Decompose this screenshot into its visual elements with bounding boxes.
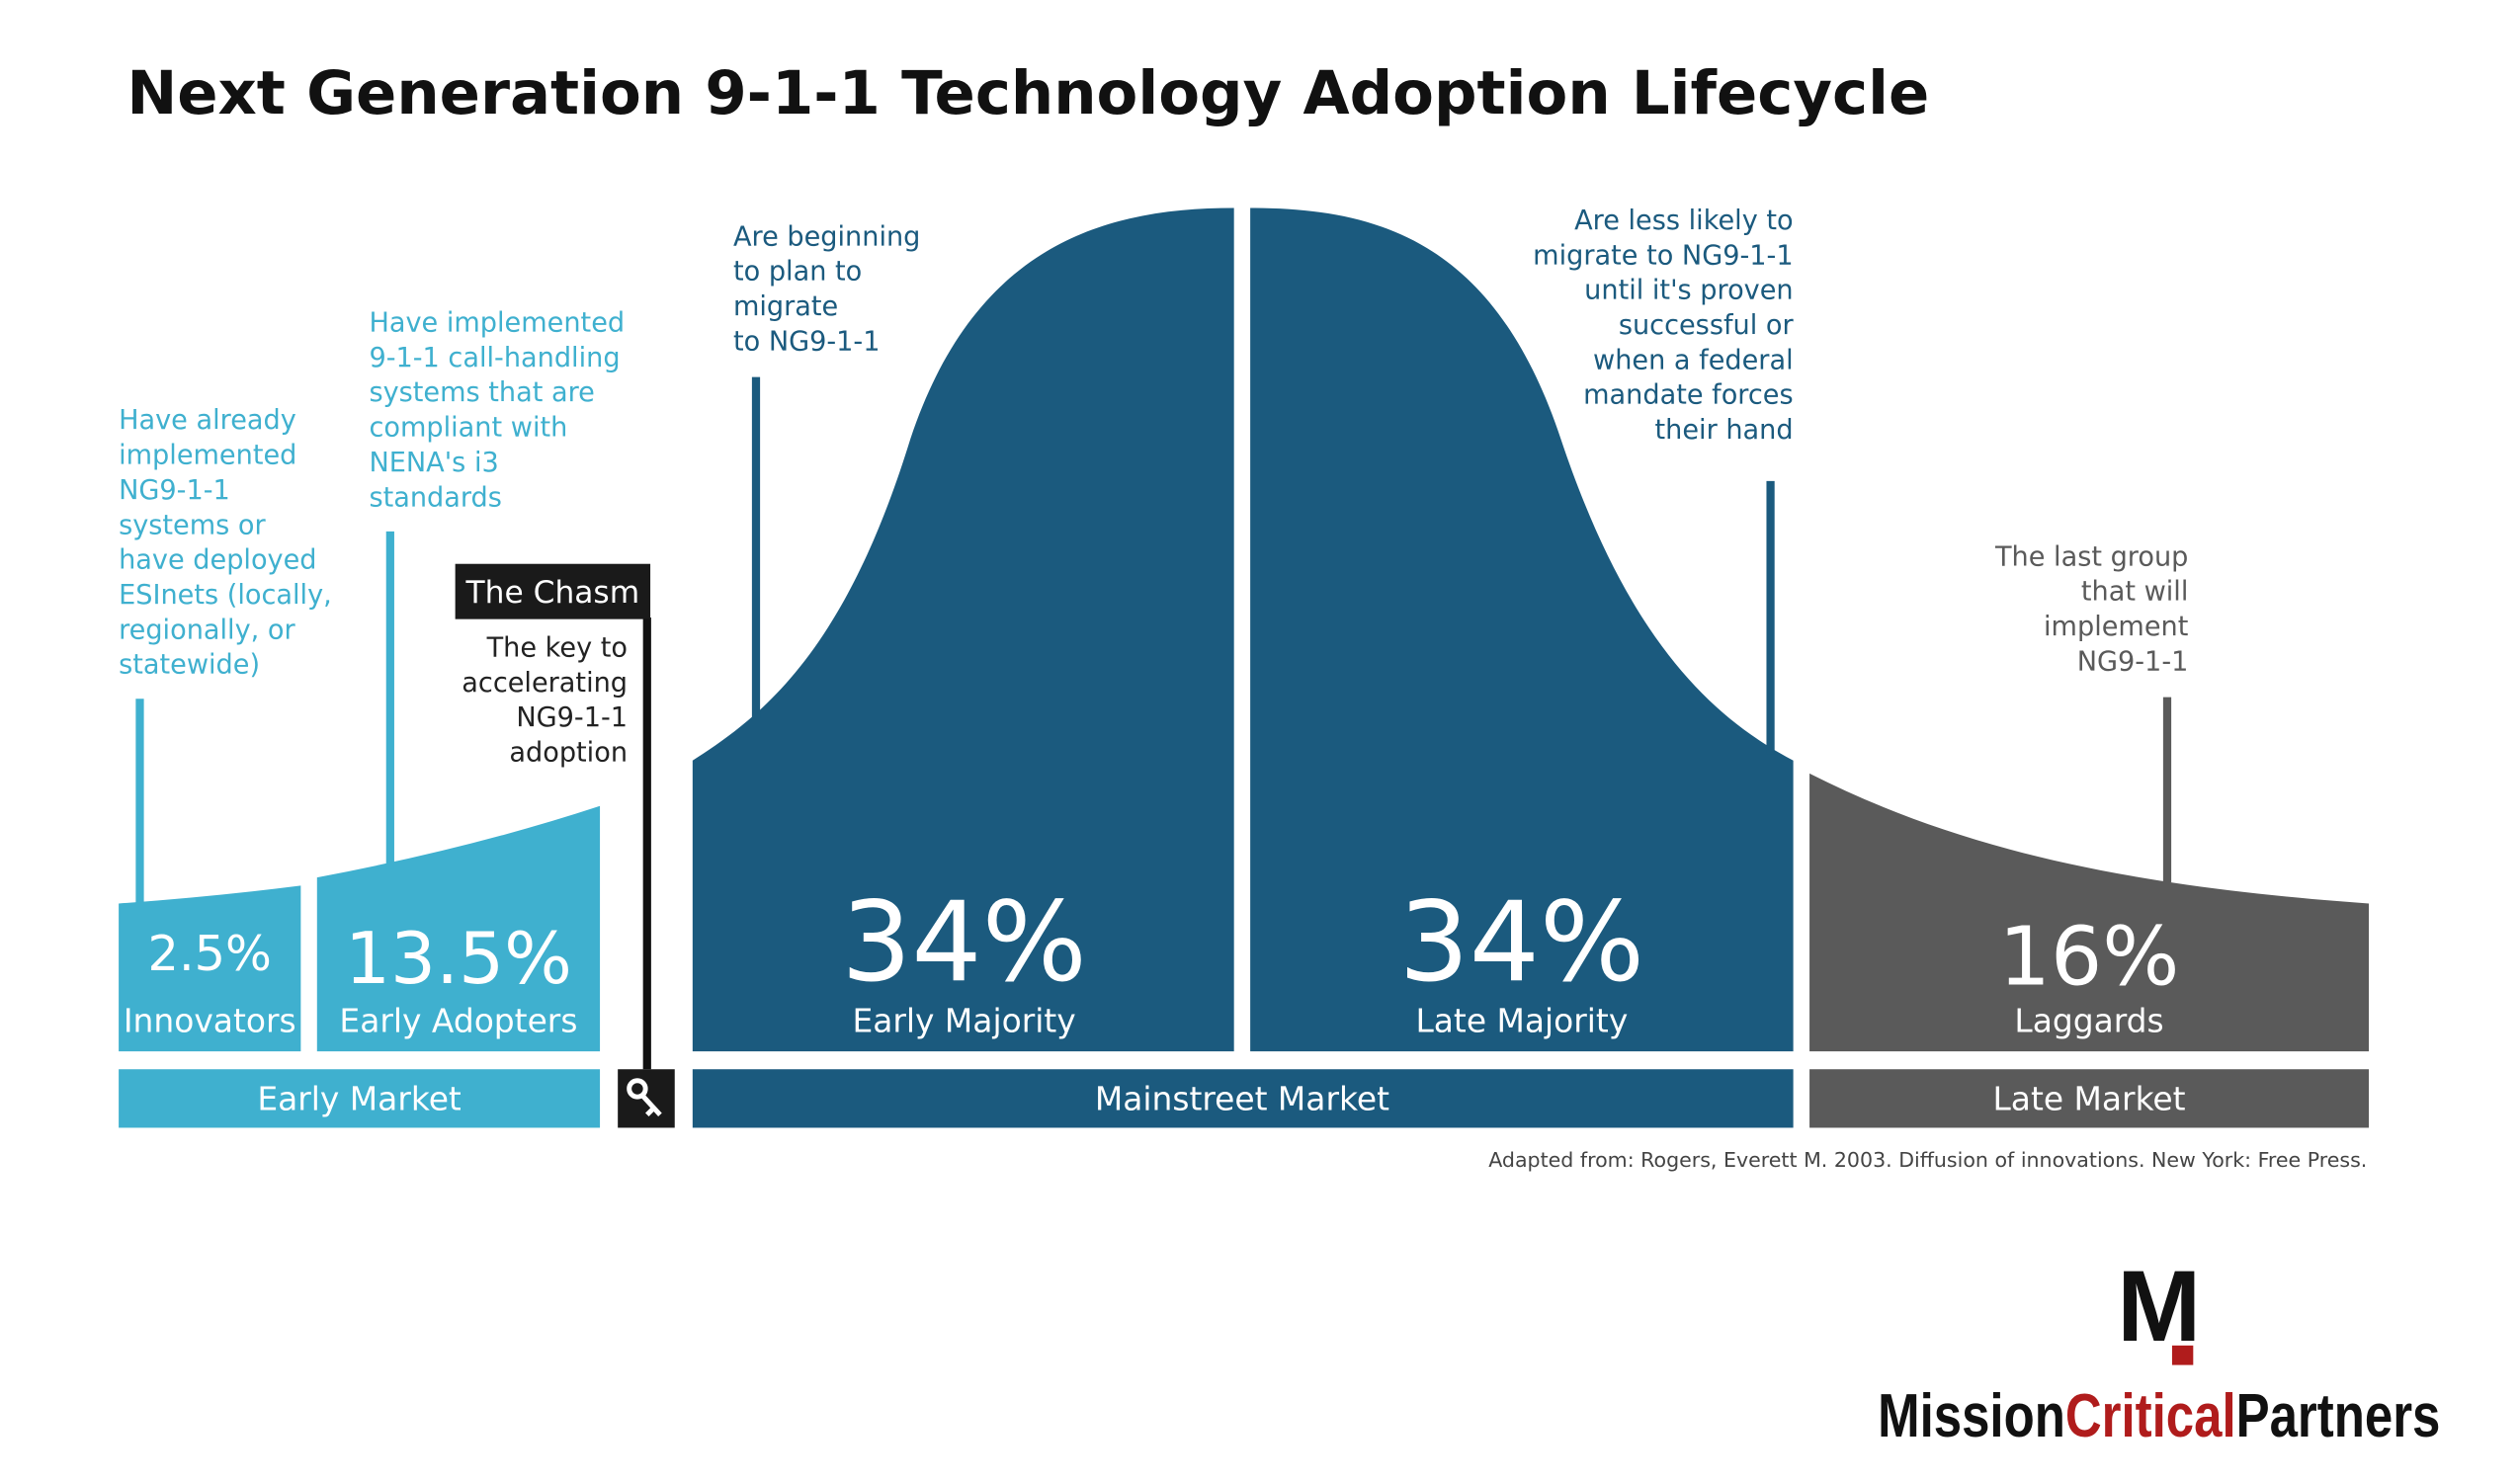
note-line: systems or — [119, 510, 266, 540]
note-line: migrate to NG9-1-1 — [1533, 240, 1793, 271]
late-majority-shape — [1250, 207, 1794, 1052]
note-line: NG9-1-1 — [2077, 646, 2189, 677]
chasm-title: The Chasm — [465, 575, 640, 611]
logo-mark: M — [2117, 1250, 2201, 1362]
note-line: successful or — [1619, 310, 1795, 341]
note-line: implemented — [119, 441, 296, 471]
chasm-note-line: adoption — [509, 738, 628, 769]
segment-label: Early Adopters — [339, 1001, 577, 1039]
percent: 34% — [841, 878, 1087, 1007]
note-line: until it's proven — [1584, 276, 1793, 306]
logo-name: MissionCriticalPartners — [1878, 1381, 2440, 1450]
note-line: have deployed — [119, 545, 316, 576]
note-line: migrate — [733, 291, 838, 322]
percent: 16% — [1999, 911, 2180, 1005]
note-line: Have implemented — [369, 308, 625, 339]
laggards-shape — [1809, 773, 2369, 1052]
logo-part: Partners — [2236, 1381, 2441, 1450]
note-line: when a federal — [1593, 345, 1794, 375]
market-label: Early Market — [257, 1079, 462, 1117]
key-icon — [627, 1078, 662, 1117]
innovators-shape — [119, 885, 301, 1052]
segment-label: Late Majority — [1415, 1001, 1628, 1039]
note-line: that will — [2081, 577, 2189, 608]
note-line: their hand — [1655, 415, 1794, 446]
source: Adapted from: Rogers, Everett M. 2003. D… — [1488, 1148, 2367, 1172]
note-line: systems that are — [369, 377, 594, 408]
percent: 13.5% — [345, 918, 572, 1001]
note-line: Are less likely to — [1574, 206, 1794, 236]
chasm-note-line: NG9-1-1 — [516, 702, 628, 733]
note-line: Are beginning — [733, 221, 920, 252]
note-line: Have already — [119, 405, 296, 436]
note-line: NG9-1-1 — [119, 475, 230, 506]
early-majority-shape — [692, 207, 1234, 1052]
market-bar — [692, 1069, 1794, 1128]
market-bar — [119, 1069, 601, 1128]
percent: 34% — [1399, 878, 1645, 1007]
logo-part: Mission — [1878, 1381, 2065, 1450]
segment-label: Early Majority — [852, 1001, 1075, 1039]
logo-dot — [2171, 1345, 2194, 1365]
market-label: Mainstreet Market — [1095, 1079, 1389, 1117]
logo-part: Critical — [2065, 1381, 2236, 1450]
note-line: NENA's i3 — [369, 448, 498, 478]
note-line: regionally, or — [119, 615, 295, 645]
note-line: ESInets (locally, — [119, 580, 332, 611]
note-line: implement — [2044, 612, 2188, 642]
chasm-box — [455, 563, 651, 619]
segment-label: Laggards — [2014, 1001, 2163, 1039]
chasm-note-line: accelerating — [462, 668, 628, 699]
note-line: statewide) — [119, 650, 260, 681]
note-line: 9-1-1 call-handling — [369, 343, 620, 373]
title: Next Generation 9-1-1 Technology Adoptio… — [126, 59, 1929, 128]
note-line: to plan to — [733, 257, 862, 288]
market-bar — [1809, 1069, 2369, 1128]
note-line: compliant with — [369, 413, 567, 444]
percent: 2.5% — [148, 925, 272, 982]
segment-label: Innovators — [124, 1001, 296, 1039]
market-label: Late Market — [1992, 1079, 2185, 1117]
note-line: mandate forces — [1583, 380, 1793, 411]
note-line: standards — [369, 482, 501, 513]
note-line: to NG9-1-1 — [733, 326, 881, 357]
chasm-note-line: The key to — [486, 632, 628, 663]
note-line: The last group — [1994, 541, 2188, 572]
